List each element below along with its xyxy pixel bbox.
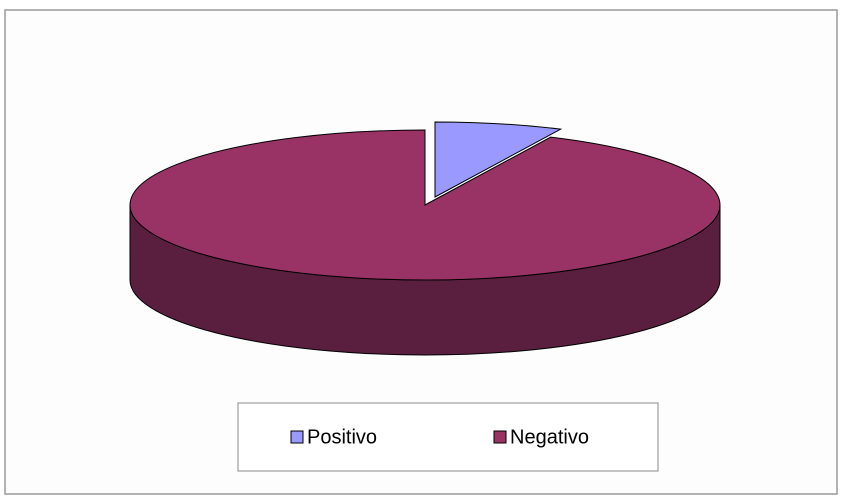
slice xyxy=(129,129,721,281)
legend-box xyxy=(237,402,659,472)
legend-swatch xyxy=(493,430,507,444)
legend-label: Positivo xyxy=(307,426,377,448)
legend-swatch xyxy=(290,430,304,444)
legend-label: Negativo xyxy=(510,426,589,448)
slice xyxy=(434,121,563,198)
